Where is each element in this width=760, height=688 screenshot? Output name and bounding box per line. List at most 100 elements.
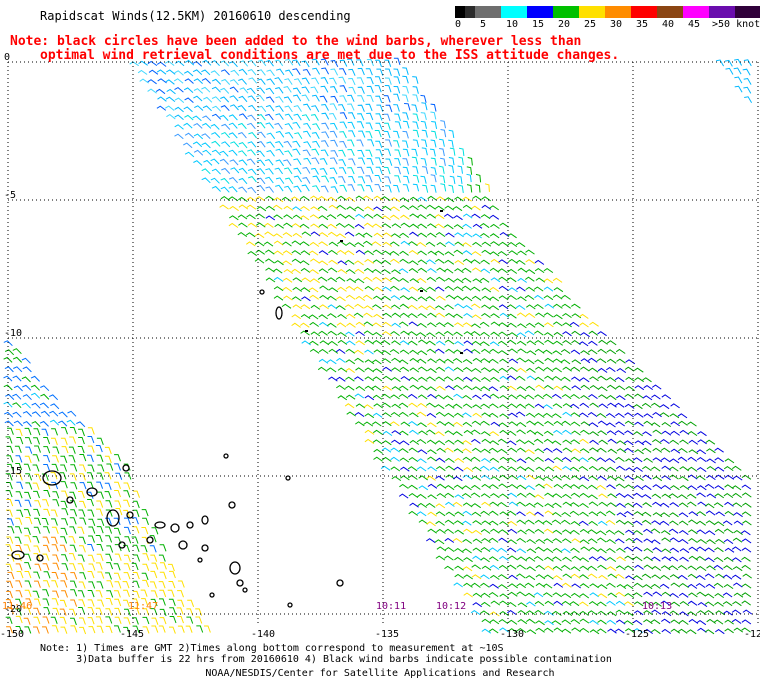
wind-barb — [375, 157, 383, 165]
wind-barb — [373, 286, 384, 292]
wind-barb — [454, 494, 465, 500]
wind-barb — [114, 454, 121, 462]
wind-barb — [389, 250, 400, 256]
wind-barb — [142, 517, 149, 525]
wind-barb — [588, 511, 599, 517]
wind-barb — [444, 565, 454, 571]
wind-barb — [535, 312, 545, 318]
wind-barb — [463, 304, 473, 311]
wind-barb — [239, 87, 249, 94]
wind-barb — [579, 574, 589, 580]
wind-barb — [607, 493, 617, 499]
wind-barb — [553, 358, 563, 364]
wind-barb — [633, 511, 644, 517]
wind-barb — [339, 131, 347, 139]
wind-barb — [418, 305, 428, 311]
wind-barb — [292, 59, 301, 67]
wind-barb — [516, 548, 527, 554]
wind-barb — [427, 358, 437, 364]
wind-barb — [69, 491, 77, 500]
wind-barb — [408, 286, 419, 292]
wind-barb — [272, 204, 283, 210]
wind-barb — [192, 141, 203, 148]
wind-barb — [470, 330, 481, 337]
wind-barb — [43, 455, 51, 463]
wind-barb — [41, 518, 49, 526]
wind-barb — [713, 564, 724, 570]
wind-barb — [87, 454, 94, 463]
wind-barb — [704, 609, 715, 616]
wind-barb — [427, 483, 438, 489]
wind-barb — [507, 609, 517, 616]
wind-barb — [69, 436, 77, 444]
wind-barb — [427, 250, 438, 256]
wind-barb — [481, 537, 491, 544]
wind-barb — [687, 474, 698, 480]
wind-barb — [60, 500, 68, 509]
wind-barb — [51, 518, 58, 526]
wind-barb — [426, 376, 436, 382]
wind-barb — [155, 88, 166, 95]
wind-barb — [174, 124, 184, 130]
wind-barb — [336, 233, 346, 239]
wind-barb — [506, 277, 517, 283]
wind-barb — [418, 485, 429, 491]
wind-barb — [201, 168, 211, 175]
wind-barb — [580, 366, 590, 372]
wind-barb — [402, 85, 409, 94]
wind-barb — [652, 429, 662, 435]
wind-barb — [569, 403, 580, 409]
wind-barb — [337, 313, 347, 320]
wind-barb — [51, 481, 59, 490]
wind-barb — [524, 466, 535, 472]
wind-barb — [508, 501, 519, 507]
wind-barb — [150, 608, 158, 616]
wind-barb — [220, 96, 230, 103]
wind-barb — [310, 206, 320, 212]
wind-barb — [70, 572, 78, 580]
wind-barb — [229, 159, 239, 166]
wind-barb — [312, 175, 321, 183]
wind-barb — [625, 529, 635, 535]
wind-barb — [183, 70, 194, 77]
wind-barb — [394, 166, 401, 175]
wind-barb — [472, 547, 483, 553]
wind-barb — [185, 625, 193, 633]
wind-barb — [552, 556, 562, 562]
wind-barb — [488, 386, 499, 392]
wind-barb — [634, 385, 645, 391]
wind-barb — [623, 611, 634, 617]
island-outline — [11, 550, 25, 560]
wind-barb — [535, 277, 546, 283]
wind-barb — [291, 240, 302, 246]
wind-barb — [660, 447, 671, 453]
wind-barb — [562, 582, 572, 588]
wind-barb — [669, 502, 679, 508]
wind-barb — [43, 464, 51, 472]
wind-barb — [60, 626, 68, 634]
wind-barb — [87, 617, 95, 625]
wind-barb — [434, 539, 445, 545]
wind-barb — [481, 438, 492, 444]
wind-barb — [177, 625, 185, 633]
wind-barb — [202, 115, 212, 122]
wind-barb — [544, 420, 554, 426]
wind-barb — [330, 86, 338, 94]
wind-barb — [229, 86, 239, 93]
wind-barb — [670, 628, 681, 634]
contamination-mark — [460, 352, 463, 354]
wind-barb — [293, 158, 302, 166]
wind-barb — [60, 599, 67, 608]
wind-barb — [97, 518, 105, 526]
wind-barb — [436, 358, 446, 364]
wind-barb — [481, 393, 492, 399]
wind-barb — [660, 565, 671, 571]
wind-barb — [402, 166, 410, 175]
wind-barb — [391, 386, 402, 392]
wind-barb — [724, 510, 735, 516]
wind-barb — [32, 454, 40, 462]
wind-barb — [12, 402, 22, 409]
wind-barb — [534, 421, 544, 427]
wind-barb — [444, 537, 455, 543]
wind-barb — [211, 185, 221, 192]
